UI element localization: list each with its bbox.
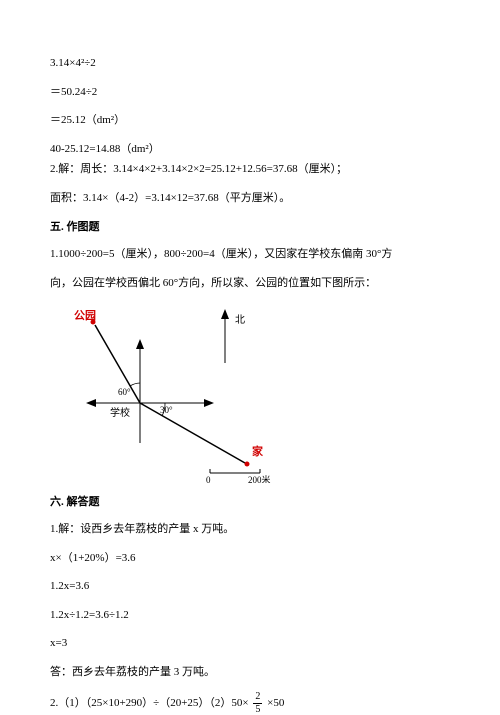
calc-line-6: 面积：3.14×（4-2）=3.14×12=37.68（平方厘米）。 bbox=[50, 190, 450, 207]
north-label: 北 bbox=[235, 314, 245, 326]
s6-line-7b: ×50 bbox=[267, 697, 284, 709]
section-5-title: 五. 作图题 bbox=[50, 218, 450, 234]
angle-60: 60° bbox=[118, 387, 131, 397]
page-root: 3.14×4²÷2 ＝50.24÷2 ＝25.12（dm²） 40-25.12=… bbox=[0, 0, 500, 707]
s5-line-2: 向，公园在学校西偏北 60°方向，所以家、公园的位置如下图所示： bbox=[50, 275, 450, 292]
s5-line-1: 1.1000÷200=5（厘米），800÷200=4（厘米），又因家在学校东偏南… bbox=[50, 246, 450, 263]
s6-line-2: x×（1+20%）=3.6 bbox=[50, 550, 450, 567]
calc-line-2: ＝50.24÷2 bbox=[50, 84, 450, 101]
s6-line-7: 2.（1）（25×10+290）÷（20+25）（2）50× 2 5 ×50 bbox=[50, 692, 450, 715]
s6-line-7a: 2.（1）（25×10+290）÷（20+25）（2）50× bbox=[50, 697, 249, 709]
diagram-svg: 北 公园 家 60° 30° 学校 0 200米 bbox=[70, 303, 310, 483]
s6-line-1: 1.解：设西乡去年荔枝的产量 x 万吨。 bbox=[50, 521, 450, 538]
angle-30: 30° bbox=[160, 405, 173, 415]
scale-0: 0 bbox=[206, 475, 211, 483]
park-label: 公园 bbox=[74, 309, 96, 322]
fraction-num: 2 bbox=[253, 692, 262, 704]
fraction-den: 5 bbox=[253, 704, 262, 715]
s6-line-5: x=3 bbox=[50, 635, 450, 652]
scale-200: 200米 bbox=[248, 474, 271, 483]
s6-line-3: 1.2x=3.6 bbox=[50, 578, 450, 595]
fraction-2-5: 2 5 bbox=[253, 692, 262, 715]
calc-line-3: ＝25.12（dm²） bbox=[50, 112, 450, 129]
calc-line-4: 40-25.12=14.88（dm²） bbox=[50, 141, 450, 158]
section-6-title: 六. 解答题 bbox=[50, 493, 450, 509]
calc-line-1: 3.14×4²÷2 bbox=[50, 55, 450, 72]
direction-diagram: 北 公园 家 60° 30° 学校 0 200米 bbox=[70, 303, 310, 483]
home-label: 家 bbox=[252, 444, 264, 458]
s6-line-6: 答：西乡去年荔枝的产量 3 万吨。 bbox=[50, 664, 450, 681]
school-label: 学校 bbox=[110, 406, 130, 419]
s6-line-4: 1.2x÷1.2=3.6÷1.2 bbox=[50, 607, 450, 624]
calc-line-5: 2.解：周长：3.14×4×2+3.14×2×2=25.12+12.56=37.… bbox=[50, 161, 450, 178]
